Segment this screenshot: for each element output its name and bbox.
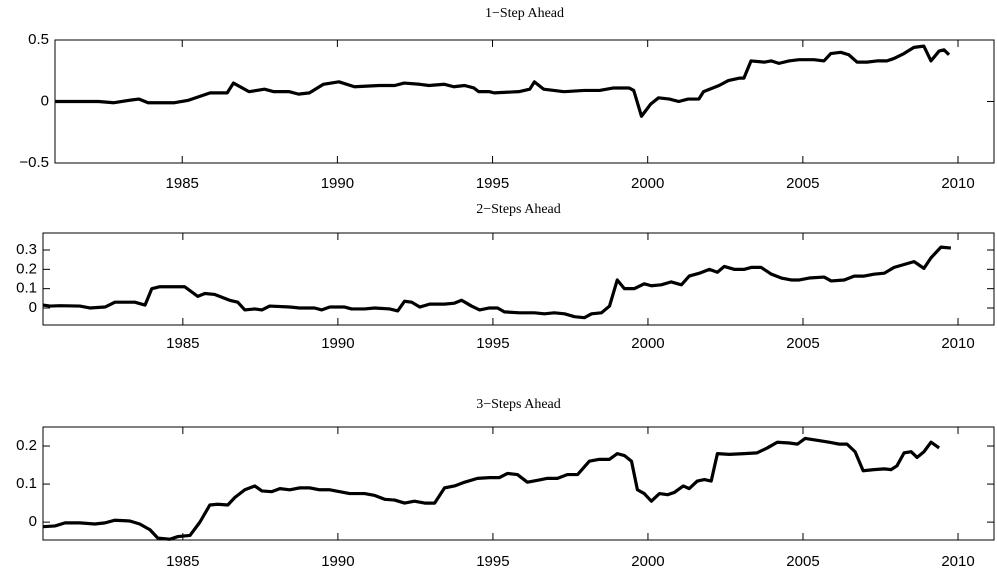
subplot-title: 3−Steps Ahead [476, 397, 561, 412]
data-line [42, 245, 952, 320]
y-tick-label: 0 [29, 299, 37, 316]
y-tick-label: 0.3 [16, 241, 37, 258]
axes-box [42, 232, 995, 326]
y-tick-label: 0.2 [16, 437, 37, 454]
x-tick-label: 2005 [786, 553, 819, 570]
x-tick-label: 1990 [321, 175, 354, 192]
data-line [42, 436, 941, 541]
y-tick-label: 0 [29, 513, 37, 530]
y-tick-label: −0.5 [19, 154, 49, 171]
x-tick-label: 2005 [786, 335, 819, 352]
y-tick-label: 0 [41, 92, 49, 109]
x-tick-label: 1985 [166, 553, 199, 570]
subplot-title: 2−Steps Ahead [476, 202, 561, 217]
axes-box [42, 426, 995, 541]
y-tick-label: 0.1 [16, 475, 37, 492]
subplot-title: 1−Step Ahead [485, 6, 564, 21]
data-line [55, 44, 951, 118]
x-tick-label: 1990 [321, 335, 354, 352]
y-tick-label: 0.2 [16, 260, 37, 277]
x-tick-label: 2010 [941, 335, 974, 352]
x-tick-label: 2000 [631, 553, 664, 570]
x-tick-label: 2010 [941, 553, 974, 570]
x-tick-label: 2000 [631, 335, 664, 352]
x-tick-label: 2000 [631, 175, 664, 192]
y-tick-label: 0.5 [28, 31, 49, 48]
x-tick-label: 1985 [166, 335, 199, 352]
x-tick-label: 1995 [476, 335, 509, 352]
x-tick-label: 2010 [941, 175, 974, 192]
x-tick-label: 1985 [166, 175, 199, 192]
x-tick-label: 1995 [476, 553, 509, 570]
x-tick-label: 1990 [321, 553, 354, 570]
y-tick-label: 0.1 [16, 280, 37, 297]
x-tick-label: 2005 [786, 175, 819, 192]
x-tick-label: 1995 [476, 175, 509, 192]
